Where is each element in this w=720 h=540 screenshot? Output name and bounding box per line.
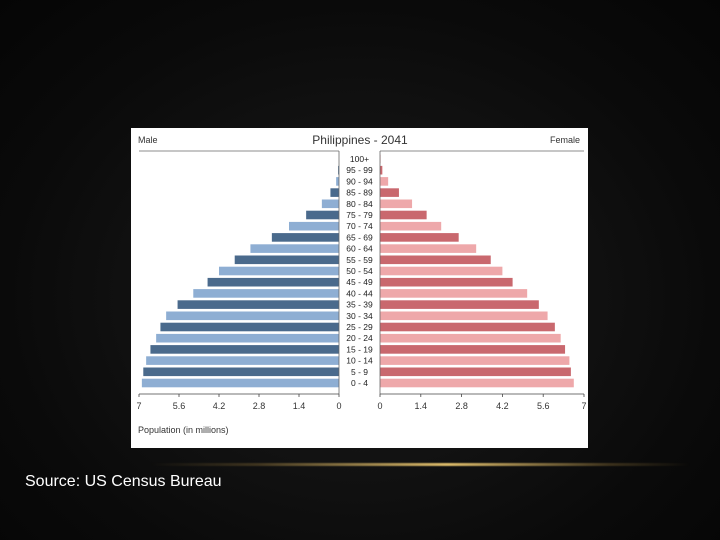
male-bar-65-69: [271, 233, 339, 242]
age-group-label: 85 - 89: [346, 188, 373, 198]
male-bar-50-54: [219, 266, 339, 276]
female-bar-10-14: [380, 356, 570, 365]
female-bar-20-24: [380, 333, 561, 343]
male-bar-35-39: [177, 300, 339, 309]
chart-panel: Male Philippines - 2041 Female 100+ 95 - …: [131, 128, 588, 448]
age-group-label: 70 - 74: [346, 221, 373, 231]
female-x-tick-label: 0: [377, 401, 382, 411]
male-bar-25-29: [160, 322, 339, 332]
age-group-label: 100+: [350, 154, 369, 164]
age-group-label: 0 - 4: [351, 378, 368, 388]
male-bar-20-24: [156, 333, 339, 343]
male-bar-55-59: [234, 255, 339, 265]
age-group-label: 45 - 49: [346, 277, 373, 287]
male-x-tick-label: 0: [336, 401, 341, 411]
age-group-label: 10 - 14: [346, 356, 373, 366]
female-x-tick-label: 1.4: [415, 401, 428, 411]
decorative-divider-line: [150, 463, 690, 466]
female-bar-95-99: [380, 165, 383, 175]
male-bar-30-34: [166, 311, 339, 321]
male-bar-60-64: [250, 244, 339, 253]
age-group-label: 65 - 69: [346, 232, 373, 242]
male-bar-75-79: [306, 210, 339, 220]
male-bar-15-19: [150, 345, 339, 354]
female-x-tick-label: 2.8: [455, 401, 468, 411]
male-bar-90-94: [336, 177, 339, 186]
male-bar-80-84: [321, 199, 339, 209]
age-group-label: 55 - 59: [346, 255, 373, 265]
age-group-label: 30 - 34: [346, 311, 373, 321]
male-bar-70-74: [289, 221, 339, 231]
age-group-label: 75 - 79: [346, 210, 373, 220]
age-group-label: 50 - 54: [346, 266, 373, 276]
male-bar-40-44: [193, 289, 339, 298]
male-x-tick-label: 5.6: [173, 401, 186, 411]
female-bar-40-44: [380, 289, 528, 298]
female-bar-75-79: [380, 210, 427, 220]
female-bar-45-49: [380, 277, 513, 287]
male-bar-95-99: [338, 165, 339, 175]
age-group-label: 40 - 44: [346, 288, 373, 298]
female-bar-15-19: [380, 345, 566, 354]
female-x-tick-label: 5.6: [537, 401, 550, 411]
male-bar-45-49: [207, 277, 339, 287]
chart-title: Philippines - 2041: [312, 133, 408, 147]
female-bar-85-89: [380, 188, 399, 197]
male-bar-5-9: [143, 367, 339, 377]
female-bar-5-9: [380, 367, 571, 377]
female-bar-80-84: [380, 199, 413, 209]
female-bar-65-69: [380, 233, 459, 242]
male-bar-10-14: [146, 356, 339, 365]
male-bar-0-4: [141, 378, 339, 388]
age-group-label: 60 - 64: [346, 244, 373, 254]
male-label: Male: [138, 135, 158, 145]
female-bar-90-94: [380, 177, 389, 186]
x-axis-title: Population (in millions): [138, 425, 229, 435]
female-bar-25-29: [380, 322, 555, 332]
male-bar-85-89: [330, 188, 339, 197]
age-group-label: 80 - 84: [346, 199, 373, 209]
male-x-tick-label: 2.8: [253, 401, 266, 411]
male-x-tick-label: 4.2: [213, 401, 226, 411]
female-bar-60-64: [380, 244, 477, 253]
male-x-tick-label: 1.4: [293, 401, 306, 411]
age-group-label: 25 - 29: [346, 322, 373, 332]
female-x-tick-label: 7: [581, 401, 586, 411]
age-group-label: 5 - 9: [351, 367, 368, 377]
female-bar-70-74: [380, 221, 442, 231]
female-x-tick-label: 4.2: [496, 401, 509, 411]
population-pyramid-chart: Male Philippines - 2041 Female 100+95 - …: [136, 133, 586, 435]
age-group-label: 15 - 19: [346, 344, 373, 354]
age-group-label: 20 - 24: [346, 333, 373, 343]
female-bar-35-39: [380, 300, 539, 309]
female-bar-30-34: [380, 311, 548, 321]
age-group-label: 90 - 94: [346, 176, 373, 186]
age-group-label: 35 - 39: [346, 300, 373, 310]
female-bar-50-54: [380, 266, 503, 276]
female-bar-0-4: [380, 378, 574, 388]
female-label: Female: [550, 135, 580, 145]
source-caption: Source: US Census Bureau: [25, 473, 222, 490]
male-x-tick-label: 7: [136, 401, 141, 411]
female-bar-55-59: [380, 255, 491, 265]
age-group-label: 95 - 99: [346, 165, 373, 175]
